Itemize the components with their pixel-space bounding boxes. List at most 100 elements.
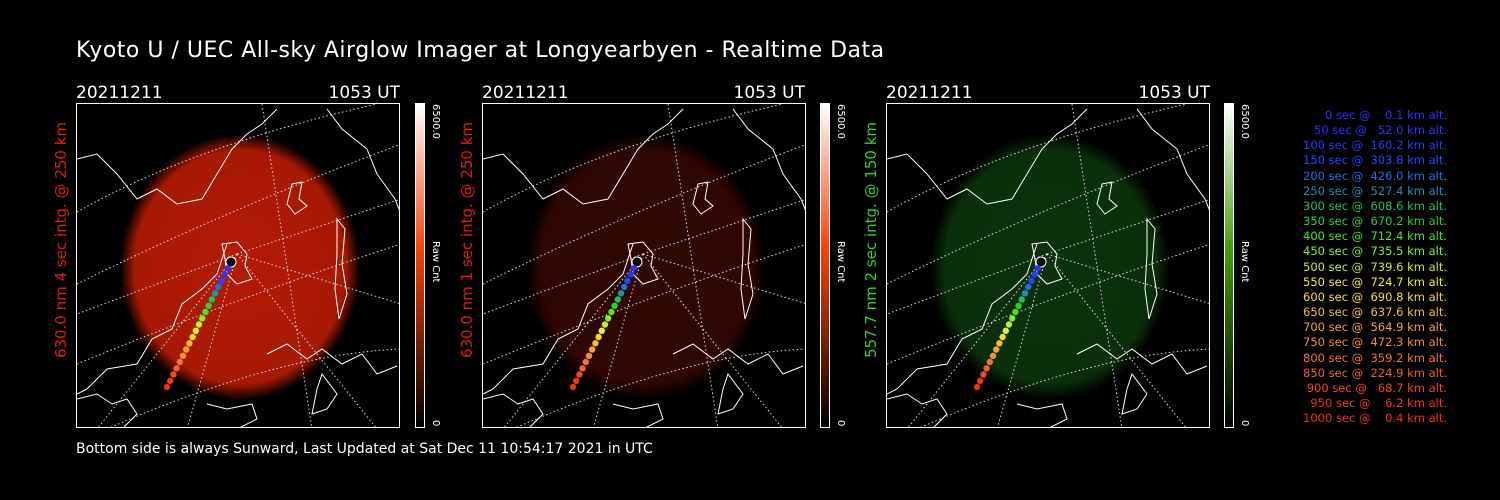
track-point bbox=[611, 302, 618, 309]
track-point bbox=[173, 365, 180, 372]
track-point bbox=[608, 308, 615, 316]
track-point bbox=[1034, 265, 1041, 272]
track-point bbox=[1009, 315, 1016, 322]
track-point bbox=[199, 315, 206, 322]
track-point bbox=[621, 283, 628, 291]
panel-2-colorbar-max: 6500.0 bbox=[835, 104, 846, 139]
track-point bbox=[582, 358, 589, 366]
track-point bbox=[1031, 271, 1038, 278]
legend-row: 800 sec @ 359.2 km alt. bbox=[1303, 350, 1447, 365]
legend-row: 400 sec @ 712.4 km alt. bbox=[1303, 229, 1447, 244]
track-point bbox=[999, 333, 1006, 341]
panel-1-colorbar-unit: Raw Cnt bbox=[430, 241, 441, 283]
track-point bbox=[627, 271, 634, 278]
legend-row: 700 sec @ 564.9 km alt. bbox=[1303, 320, 1447, 335]
panel-1-colorbar-max: 6500.0 bbox=[430, 104, 441, 139]
track-point bbox=[211, 290, 219, 297]
track-point bbox=[576, 371, 583, 378]
panel-3-colorbar-unit: Raw Cnt bbox=[1239, 241, 1250, 283]
panel-1-image bbox=[76, 103, 400, 428]
track-point bbox=[601, 321, 609, 328]
track-point bbox=[595, 333, 602, 341]
altitude-legend: 0 sec @ 0.1 km alt. 50 sec @ 52.0 km alt.… bbox=[1262, 108, 1447, 426]
track-point bbox=[614, 296, 621, 303]
track-point bbox=[980, 371, 987, 378]
track-point bbox=[605, 315, 612, 322]
coastline-outline bbox=[77, 108, 399, 427]
track-point bbox=[1002, 327, 1009, 334]
panel-2-time: 1053 UT bbox=[733, 83, 806, 103]
track-point bbox=[993, 346, 1000, 353]
panel-1-date: 20211211 bbox=[76, 83, 163, 103]
panel-1-time: 1053 UT bbox=[328, 83, 401, 103]
airglow-field bbox=[120, 134, 360, 400]
legend-row: 600 sec @ 690.8 km alt. bbox=[1303, 289, 1447, 304]
track-point bbox=[189, 333, 196, 341]
track-point bbox=[579, 365, 586, 372]
legend-row: 450 sec @ 735.5 km alt. bbox=[1303, 244, 1447, 259]
airglow-field bbox=[930, 134, 1170, 400]
coastline-outline bbox=[887, 108, 1209, 427]
panel-2-colorbar-unit: Raw Cnt bbox=[835, 241, 846, 283]
legend-row: 300 sec @ 608.6 km alt. bbox=[1303, 198, 1447, 213]
track-point bbox=[1028, 277, 1035, 284]
legend-row: 250 sec @ 527.4 km alt. bbox=[1303, 183, 1447, 198]
panel-3-colorbar bbox=[1224, 103, 1234, 428]
track-point bbox=[208, 296, 215, 303]
legend-row: 550 sec @ 724.7 km alt. bbox=[1303, 274, 1447, 289]
track-point bbox=[598, 327, 605, 334]
legend-row: 500 sec @ 739.6 km alt. bbox=[1303, 259, 1447, 274]
track-point bbox=[573, 377, 580, 384]
track-point bbox=[1012, 308, 1019, 316]
track-point bbox=[631, 256, 643, 268]
track-point bbox=[1035, 256, 1047, 268]
legend-row: 1000 sec @ 0.4 km alt. bbox=[1303, 411, 1447, 426]
legend-row: 0 sec @ 0.1 km alt. bbox=[1324, 108, 1447, 122]
panel-3-wavelength-label: 557.7 nm 2 sec intg. @ 150 km bbox=[862, 121, 880, 359]
track-point bbox=[1005, 321, 1013, 328]
track-point bbox=[1018, 296, 1025, 303]
legend-row: 900 sec @ 68.7 km alt. bbox=[1306, 380, 1447, 395]
panel-2-colorbar bbox=[820, 103, 830, 428]
track-point bbox=[163, 383, 171, 391]
track-point bbox=[989, 352, 997, 359]
track-point bbox=[973, 383, 981, 391]
track-point bbox=[589, 346, 596, 353]
track-point bbox=[624, 277, 631, 284]
legend-row: 950 sec @ 6.2 km alt. bbox=[1310, 395, 1447, 410]
track-point bbox=[630, 265, 637, 272]
page-title: Kyoto U / UEC All-sky Airglow Imager at … bbox=[76, 38, 885, 63]
track-point bbox=[195, 321, 203, 328]
panel-1-colorbar bbox=[415, 103, 425, 428]
allsky-image-panel-2 bbox=[483, 104, 805, 427]
track-point bbox=[996, 340, 1003, 347]
satellite-track bbox=[569, 256, 643, 391]
legend-row: 100 sec @ 160.2 km alt. bbox=[1303, 138, 1447, 153]
track-point bbox=[218, 277, 225, 284]
panel-2-date: 20211211 bbox=[482, 83, 569, 103]
track-point bbox=[221, 271, 228, 278]
legend-row: 200 sec @ 426.0 km alt. bbox=[1303, 168, 1447, 183]
track-point bbox=[192, 327, 199, 334]
track-point bbox=[1025, 283, 1032, 291]
track-point bbox=[215, 283, 222, 291]
panel-3-colorbar-max: 6500.0 bbox=[1239, 104, 1250, 139]
panel-2-wavelength-label: 630.0 nm 1 sec intg. @ 250 km bbox=[458, 121, 476, 359]
panel-2-image bbox=[482, 103, 806, 428]
panel-1-wavelength-label: 630.0 nm 4 sec intg. @ 250 km bbox=[52, 121, 70, 359]
track-point bbox=[224, 265, 231, 272]
footer-status: Bottom side is always Sunward, Last Upda… bbox=[76, 441, 653, 457]
track-point bbox=[983, 365, 990, 372]
track-point bbox=[585, 352, 593, 359]
legend-row: 750 sec @ 472.3 km alt. bbox=[1303, 335, 1447, 350]
track-point bbox=[592, 340, 599, 347]
track-point bbox=[179, 352, 187, 359]
track-point bbox=[225, 256, 237, 268]
track-point bbox=[1015, 302, 1022, 309]
airglow-field bbox=[526, 134, 766, 400]
panel-3-image bbox=[886, 103, 1210, 428]
satellite-track bbox=[973, 256, 1047, 391]
legend-row: 350 sec @ 670.2 km alt. bbox=[1303, 214, 1447, 229]
panel-2-colorbar-min: 0 bbox=[835, 420, 846, 427]
panel-3-date: 20211211 bbox=[886, 83, 973, 103]
